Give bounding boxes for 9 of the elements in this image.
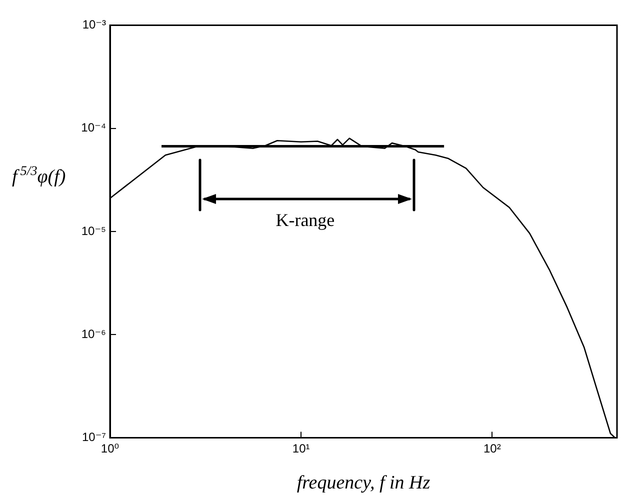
y-axis-title: f$^{5/3}$φ(f) [12,163,66,188]
x-axis-title: frequency, f in Hz [296,472,431,494]
y-tick-label: 10⁻⁴ [81,120,106,135]
x-tick-label: 10² [484,441,501,456]
x-tick-label: 10¹ [292,441,310,456]
y-tick-label: 10⁻³ [82,18,106,32]
y-tick-label: 10⁻⁵ [81,224,106,238]
y-tick-label: 10⁻⁶ [81,326,106,341]
annotation: K-range [276,210,335,230]
